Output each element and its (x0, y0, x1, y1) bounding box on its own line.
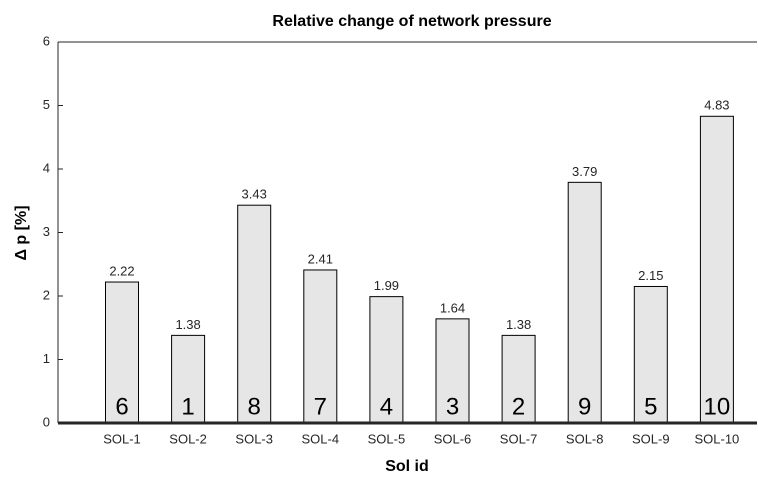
data-label: 2.41 (308, 251, 333, 266)
rank-label: 8 (248, 393, 261, 420)
chart-title: Relative change of network pressure (272, 13, 551, 30)
rank-label: 3 (446, 393, 459, 420)
x-tick-label: SOL-1 (103, 431, 141, 446)
rank-label: 7 (314, 393, 327, 420)
y-tick-label: 4 (43, 160, 50, 175)
data-label: 4.83 (704, 98, 729, 113)
y-tick-label: 1 (43, 351, 50, 366)
data-label: 3.79 (572, 164, 597, 179)
data-label: 3.43 (242, 187, 267, 202)
rank-label: 6 (115, 393, 128, 420)
bar (105, 281, 139, 424)
y-axis-label: Δ p [%] (13, 205, 30, 260)
y-tick-label: 0 (43, 414, 50, 429)
x-tick-label: SOL-7 (500, 431, 538, 446)
x-tick-label: SOL-6 (434, 431, 472, 446)
x-tick-label: SOL-4 (302, 431, 340, 446)
rank-label: 5 (644, 393, 657, 420)
x-tick-label: SOL-8 (566, 431, 604, 446)
x-tick-label: SOL-3 (235, 431, 273, 446)
data-label: 2.15 (638, 268, 663, 283)
bar (699, 115, 734, 424)
y-tick-label: 3 (43, 224, 50, 239)
rank-label: 9 (578, 393, 591, 420)
y-tick-label: 2 (43, 287, 50, 302)
rank-label: 1 (181, 393, 194, 420)
x-tick-label: SOL-9 (632, 431, 670, 446)
bar (633, 285, 668, 424)
bar (567, 181, 602, 424)
x-tick-label: SOL-10 (694, 431, 739, 446)
x-tick-label: SOL-2 (169, 431, 207, 446)
data-label: 1.64 (440, 300, 465, 315)
x-tick-label: SOL-5 (368, 431, 406, 446)
data-label: 1.99 (374, 278, 399, 293)
data-label: 1.38 (175, 317, 200, 332)
data-label: 2.22 (109, 263, 134, 278)
data-label: 1.38 (506, 317, 531, 332)
bar (501, 334, 536, 424)
rank-label: 2 (512, 393, 525, 420)
y-tick-label: 6 (43, 33, 50, 48)
rank-label: 10 (704, 393, 731, 420)
rank-label: 4 (380, 393, 393, 420)
x-axis-label: Sol id (385, 458, 429, 475)
bar (237, 204, 272, 424)
y-tick-label: 5 (43, 97, 50, 112)
